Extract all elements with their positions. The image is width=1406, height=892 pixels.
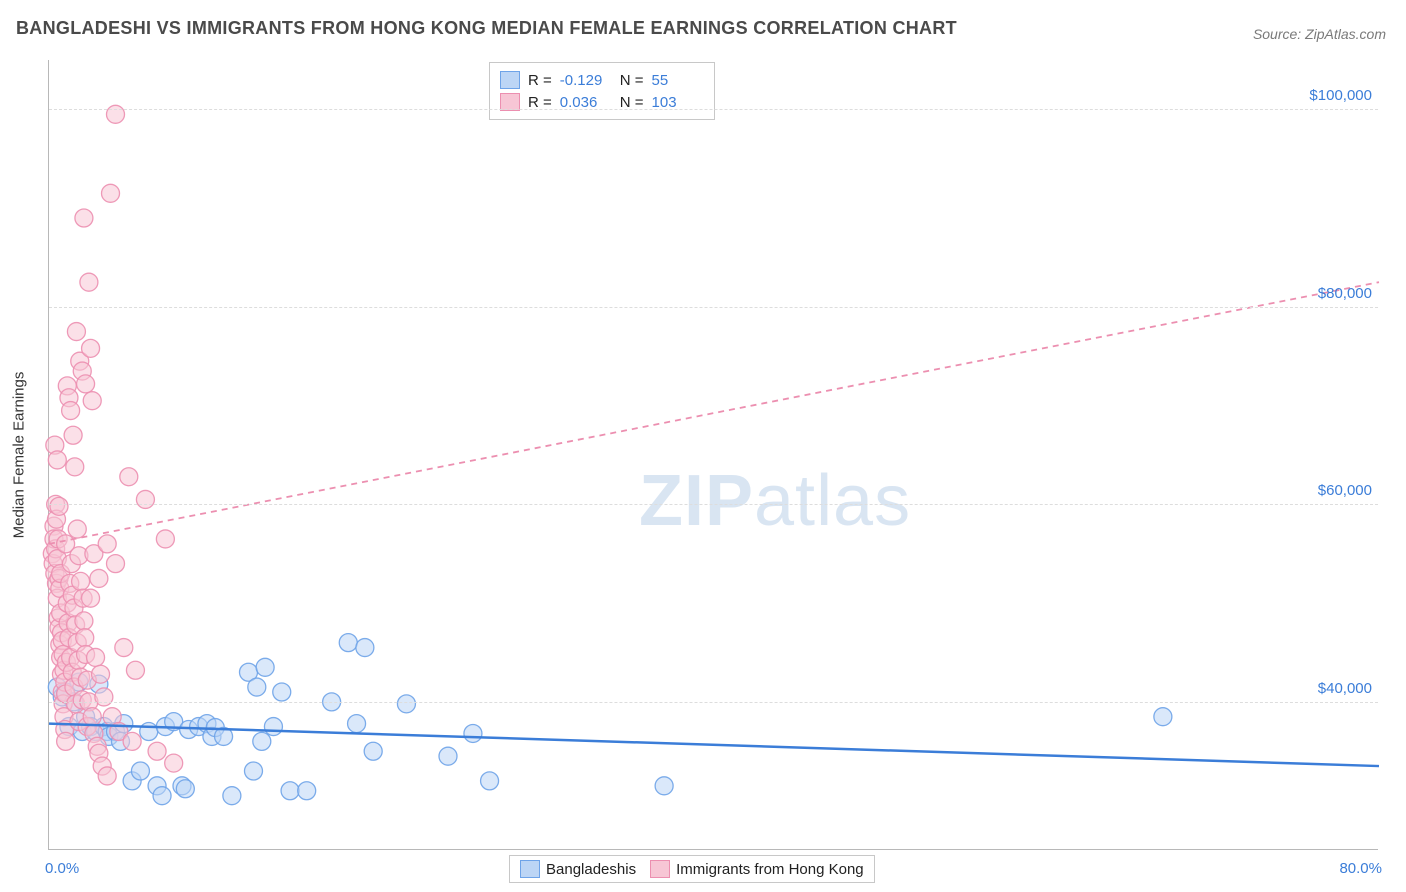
scatter-point — [281, 782, 299, 800]
scatter-point — [244, 762, 262, 780]
scatter-point — [82, 589, 100, 607]
scatter-point — [655, 777, 673, 795]
scatter-point — [57, 732, 75, 750]
scatter-point — [98, 535, 116, 553]
scatter-point — [131, 762, 149, 780]
scatter-point — [153, 787, 171, 805]
trend-line — [49, 724, 1379, 766]
scatter-point — [98, 767, 116, 785]
r-label: R = — [528, 94, 552, 111]
scatter-point — [68, 520, 86, 538]
y-tick-label: $100,000 — [1309, 87, 1372, 104]
scatter-point — [77, 375, 95, 393]
plot-svg-overlay — [49, 60, 1378, 849]
gridline — [49, 307, 1378, 308]
scatter-point — [107, 105, 125, 123]
stats-row: R = -0.129 N = 55 — [500, 69, 704, 91]
y-tick-label: $80,000 — [1318, 285, 1372, 302]
legend-item: Immigrants from Hong Kong — [650, 860, 864, 878]
legend-swatch — [650, 860, 670, 878]
gridline — [49, 109, 1378, 110]
scatter-point — [298, 782, 316, 800]
scatter-point — [120, 468, 138, 486]
n-label: N = — [620, 94, 644, 111]
legend-label: Bangladeshis — [546, 861, 636, 878]
legend-item: Bangladeshis — [520, 860, 636, 878]
scatter-point — [102, 184, 120, 202]
scatter-point — [356, 639, 374, 657]
r-label: R = — [528, 72, 552, 89]
scatter-point — [126, 661, 144, 679]
scatter-point — [76, 629, 94, 647]
scatter-point — [264, 718, 282, 736]
scatter-point — [223, 787, 241, 805]
scatter-point — [1154, 708, 1172, 726]
x-max-label: 80.0% — [1339, 860, 1382, 877]
r-value: 0.036 — [560, 94, 612, 111]
scatter-point — [90, 569, 108, 587]
scatter-point — [95, 688, 113, 706]
y-tick-label: $40,000 — [1318, 680, 1372, 697]
scatter-point — [148, 742, 166, 760]
scatter-point — [75, 209, 93, 227]
scatter-point — [62, 402, 80, 420]
scatter-point — [115, 639, 133, 657]
scatter-point — [83, 708, 101, 726]
legend-label: Immigrants from Hong Kong — [676, 861, 864, 878]
scatter-point — [136, 490, 154, 508]
scatter-point — [87, 648, 105, 666]
scatter-point — [67, 323, 85, 341]
gridline — [49, 702, 1378, 703]
series-legend: Bangladeshis Immigrants from Hong Kong — [509, 855, 875, 883]
correlation-stats-box: R = -0.129 N = 55 R = 0.036 N = 103 — [489, 62, 715, 120]
source-attribution: Source: ZipAtlas.com — [1253, 26, 1386, 42]
scatter-point — [273, 683, 291, 701]
gridline — [49, 504, 1378, 505]
scatter-point — [364, 742, 382, 760]
scatter-point — [80, 273, 98, 291]
n-value: 55 — [652, 72, 704, 89]
scatter-point — [256, 658, 274, 676]
scatter-point — [92, 665, 110, 683]
scatter-point — [397, 695, 415, 713]
scatter-point — [481, 772, 499, 790]
n-value: 103 — [652, 94, 704, 111]
legend-swatch — [500, 93, 520, 111]
scatter-point — [176, 780, 194, 798]
scatter-point — [72, 572, 90, 590]
scatter-point — [75, 612, 93, 630]
scatter-point — [348, 715, 366, 733]
scatter-point — [140, 723, 158, 741]
x-min-label: 0.0% — [45, 860, 79, 877]
scatter-plot-area: Median Female Earnings ZIPatlas R =-0.12… — [48, 60, 1378, 850]
scatter-point — [253, 732, 271, 750]
scatter-point — [464, 724, 482, 742]
scatter-point — [64, 426, 82, 444]
scatter-point — [248, 678, 266, 696]
chart-title: BANGLADESHI VS IMMIGRANTS FROM HONG KONG… — [16, 18, 957, 39]
scatter-point — [50, 497, 68, 515]
scatter-point — [82, 339, 100, 357]
y-tick-label: $60,000 — [1318, 482, 1372, 499]
scatter-point — [66, 458, 84, 476]
n-label: N = — [620, 72, 644, 89]
scatter-point — [83, 392, 101, 410]
scatter-point — [439, 747, 457, 765]
scatter-point — [107, 555, 125, 573]
legend-swatch — [500, 71, 520, 89]
scatter-point — [48, 451, 66, 469]
legend-swatch — [520, 860, 540, 878]
r-value: -0.129 — [560, 72, 612, 89]
scatter-point — [156, 530, 174, 548]
y-axis-label: Median Female Earnings — [11, 371, 28, 538]
scatter-point — [339, 634, 357, 652]
scatter-point — [123, 732, 141, 750]
scatter-point — [165, 754, 183, 772]
